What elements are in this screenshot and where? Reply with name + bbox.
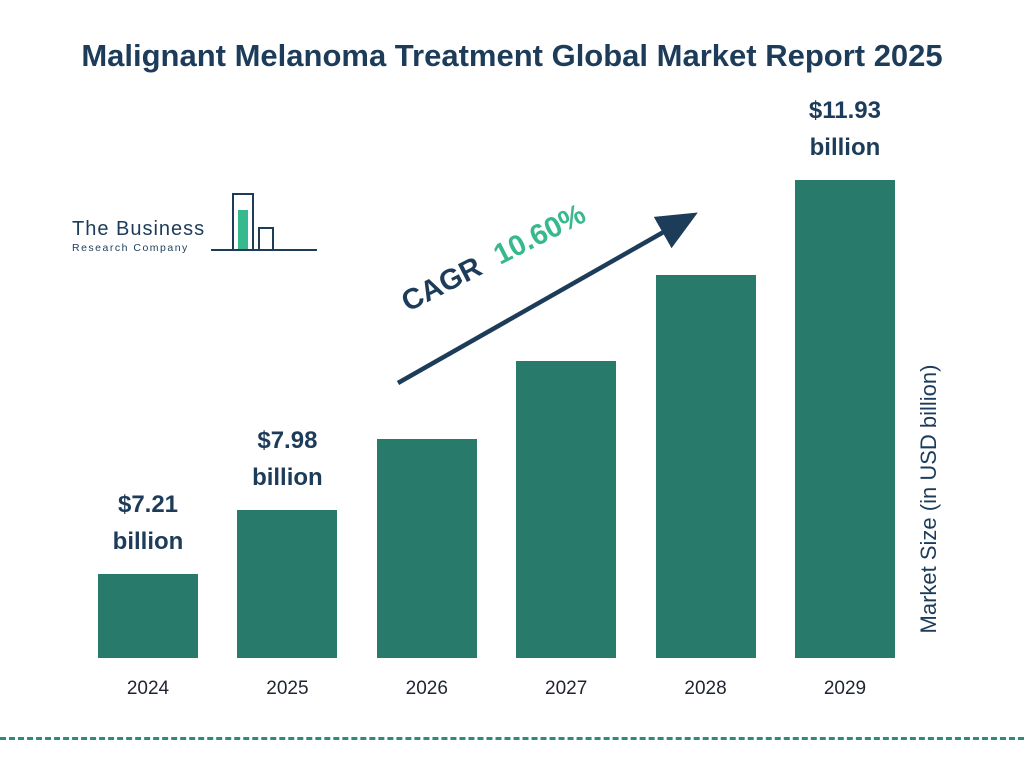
bottom-dashed-divider — [0, 737, 1024, 740]
company-logo-bars-icon — [211, 193, 318, 251]
bar-column: 2028 — [655, 275, 756, 702]
bar-value-amount: $7.21 — [117, 490, 179, 518]
chart-title: Malignant Melanoma Treatment Global Mark… — [81, 38, 943, 73]
company-logo-text: The Business Research Company — [72, 218, 205, 254]
bar-value-label: $11.93 billion — [809, 92, 881, 166]
x-axis-label: 2025 — [266, 678, 309, 699]
x-axis-label: 2024 — [126, 678, 170, 699]
company-logo: The Business Research Company — [72, 192, 321, 254]
x-axis-label: 2026 — [405, 678, 448, 699]
bar-chart: $7.21 billion 2024 $7.98 billion 2025 2026 2027… — [98, 88, 895, 702]
bar-value-amount: $7.98 — [257, 426, 318, 454]
y-axis-label: Market Size (in USD billion) — [916, 364, 941, 634]
bar-column: $7.21 billion 2024 — [98, 486, 198, 702]
bar-value-unit: billion — [252, 463, 323, 491]
company-logo-subtitle: Research Company — [72, 242, 189, 254]
bar-value-unit: billion — [809, 133, 881, 161]
bar-column: 2027 — [516, 361, 617, 702]
x-axis-label: 2028 — [684, 678, 727, 699]
bar-value-label: $7.21 billion — [113, 486, 184, 560]
bar-value-label: $7.98 billion — [252, 422, 323, 496]
bar-value-unit: billion — [112, 527, 184, 555]
bar — [98, 574, 198, 658]
bar-column: $11.93 billion 2029 — [794, 92, 895, 702]
x-axis-label: 2029 — [823, 678, 867, 699]
company-logo-name: The Business — [72, 218, 206, 240]
bar-column: $7.98 billion 2025 — [237, 422, 338, 702]
bar-value-amount: $11.93 — [808, 96, 881, 124]
bar — [794, 180, 895, 658]
bar — [516, 361, 617, 658]
bar-column: 2026 — [376, 439, 477, 702]
x-axis-label: 2027 — [545, 678, 588, 699]
bar — [237, 510, 338, 658]
bar — [376, 439, 477, 658]
bar — [655, 275, 756, 658]
